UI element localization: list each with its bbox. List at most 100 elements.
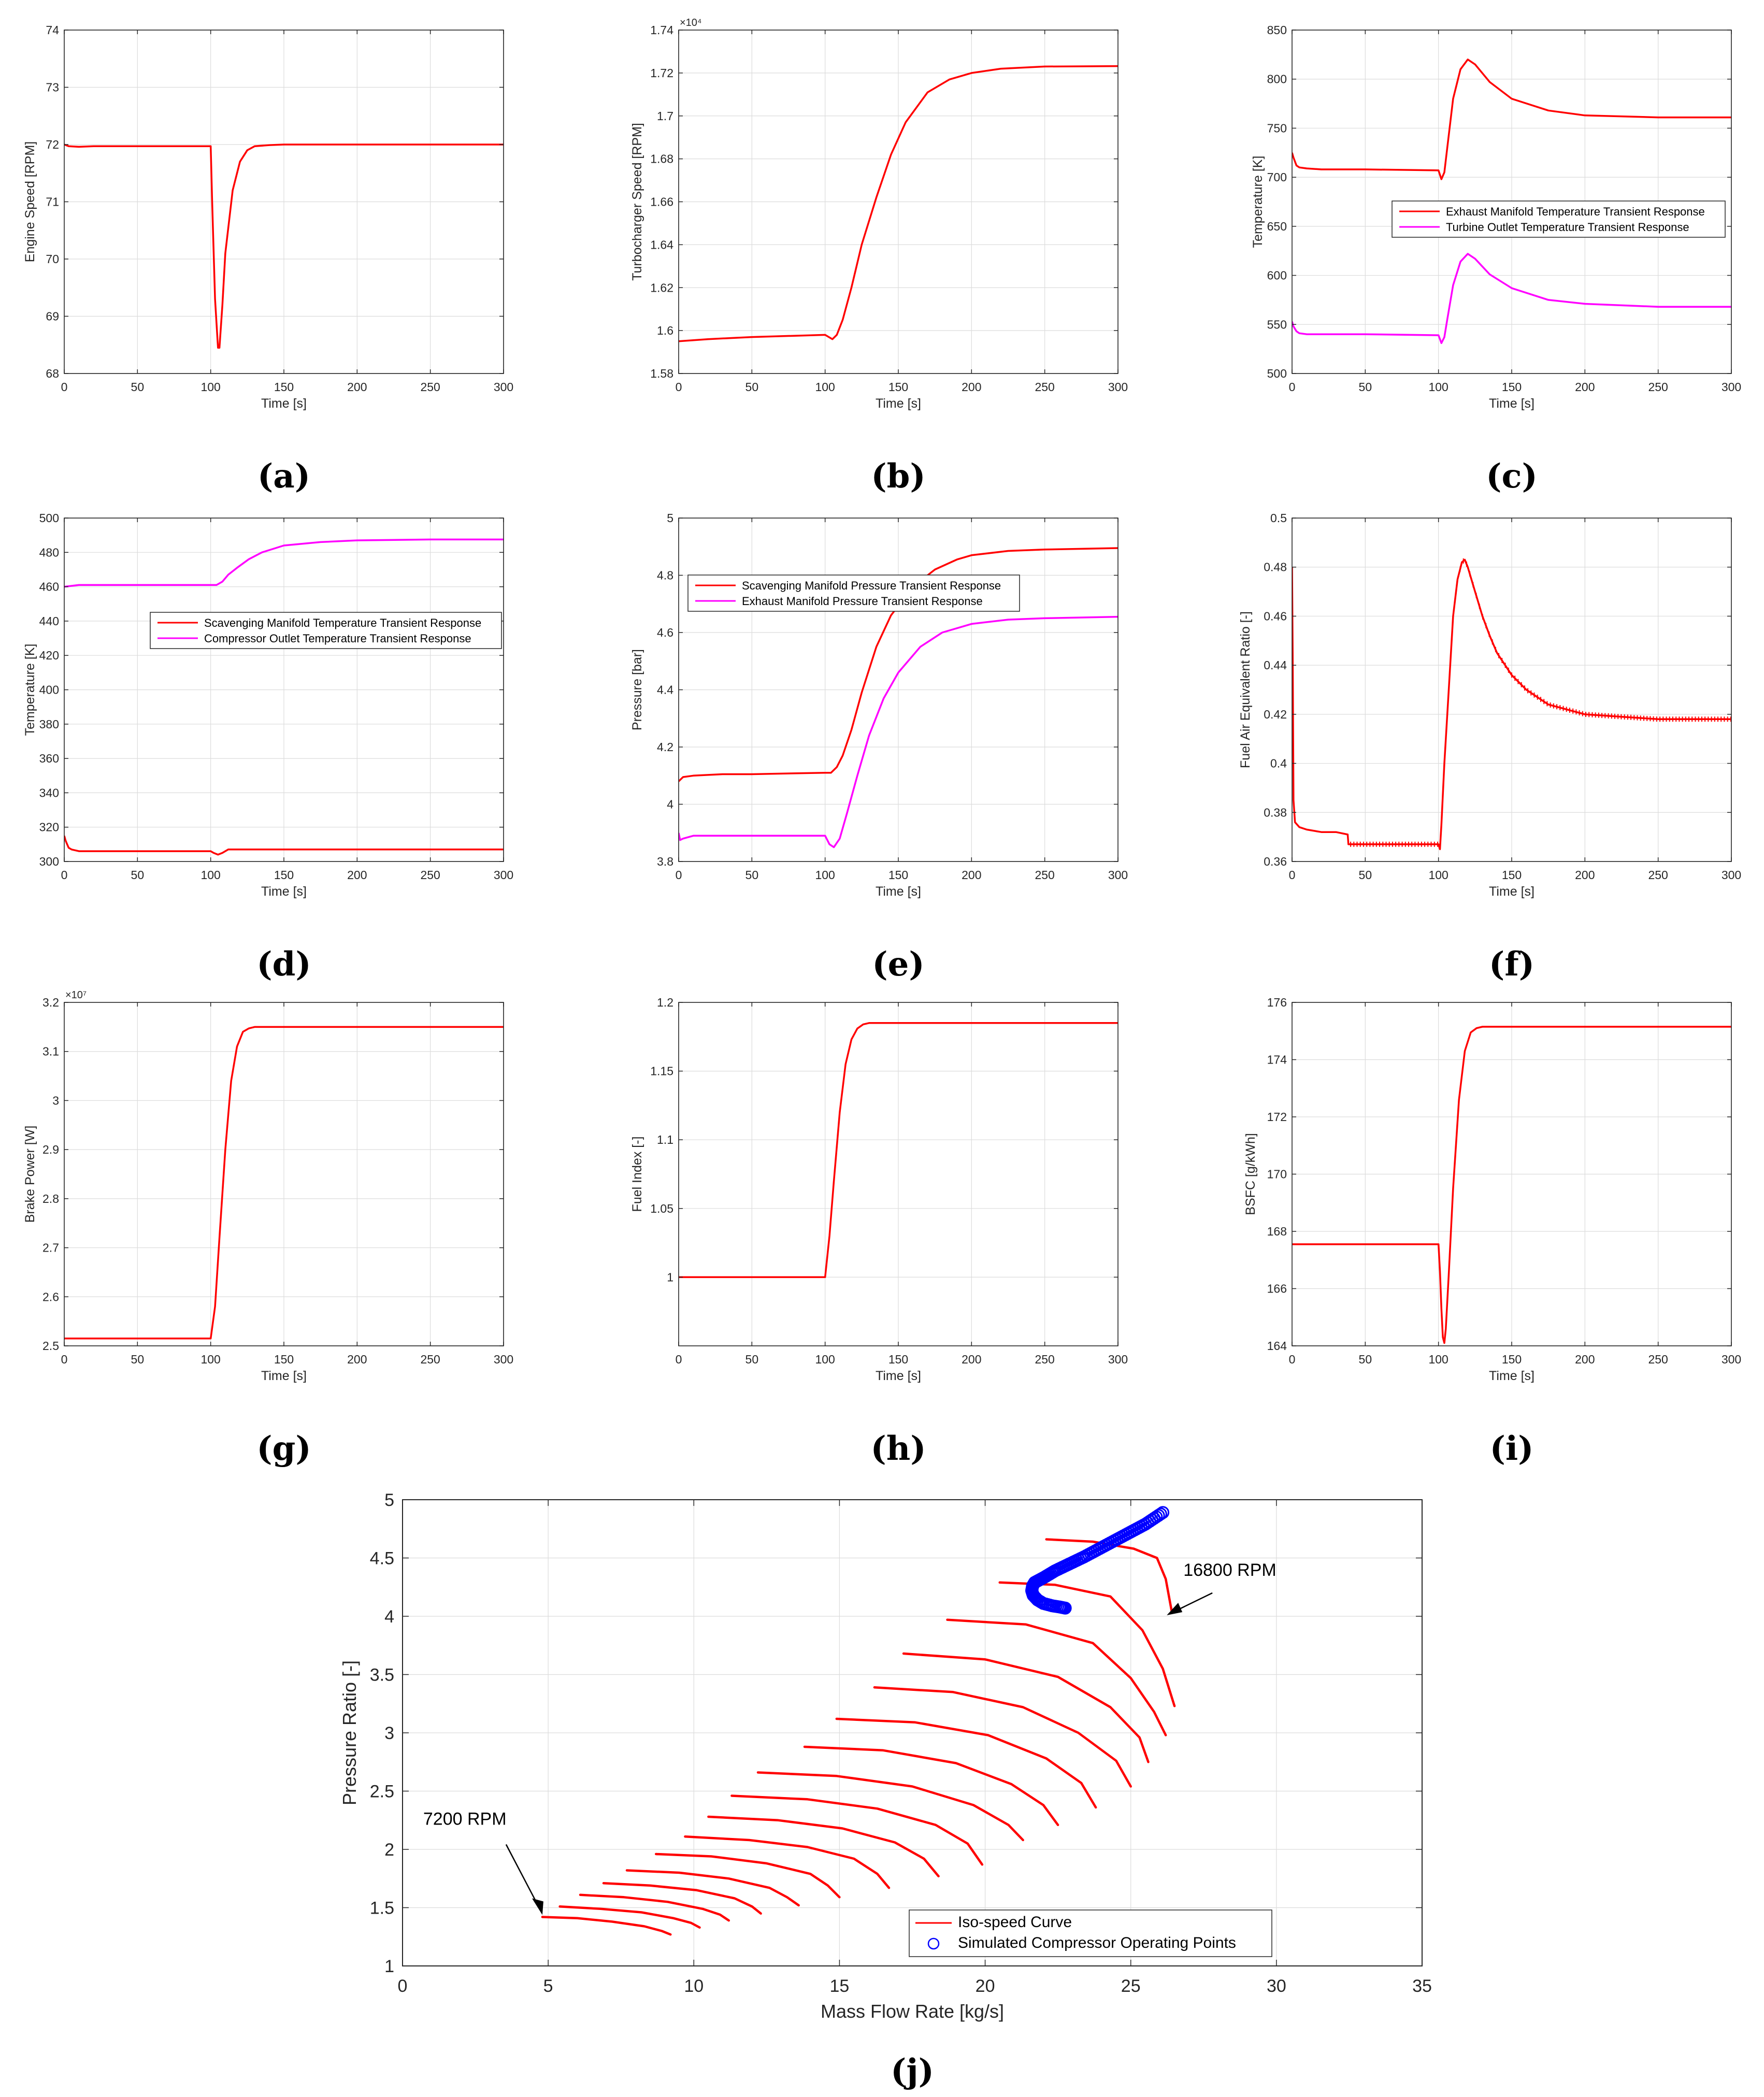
x-axis-label: Time [s] [1489, 1369, 1534, 1383]
y-tick-label: 4.5 [370, 1549, 394, 1569]
y-tick-label: 71 [46, 195, 59, 209]
y-tick-label: 2.7 [42, 1241, 59, 1255]
y-tick-label: 1.15 [650, 1065, 673, 1078]
caption-e: (e) [872, 945, 924, 984]
annotation-arrowhead [532, 1898, 543, 1915]
y-tick-label: 176 [1267, 996, 1287, 1009]
x-tick-label: 0 [61, 868, 68, 882]
iso-speed-curve [541, 1916, 672, 1936]
chart-b: 0 50 100 150 200 250 300 1.58 1.6 1.62 1.64 1.66 1.6… [630, 17, 1128, 496]
x-tick-label: 5 [543, 1976, 553, 1996]
x-tick-label: 200 [347, 1353, 367, 1366]
y-tick-label: 5 [384, 1490, 394, 1510]
y-tick-label: 1 [667, 1270, 673, 1284]
y-axis-label: Fuel Index [-] [630, 1137, 644, 1212]
series-group-e [679, 547, 1118, 849]
caption-g: (g) [256, 1429, 311, 1468]
x-tick-label: 25 [1121, 1976, 1141, 1996]
series-line-1 [679, 1022, 1118, 1279]
iso-speed-curve [873, 1686, 1132, 1788]
legend-entry: Simulated Compressor Operating Points [958, 1934, 1236, 1951]
iso-speed-curve [902, 1652, 1150, 1763]
y-tick-label: 750 [1267, 121, 1287, 135]
y-tick-label: 1.68 [650, 152, 673, 166]
x-tick-label: 200 [1575, 1353, 1595, 1366]
chart-h: 0 50 100 150 200 250 300 1 1.05 1.1 1.15 1.2 Time [s… [630, 996, 1128, 1468]
x-tick-label: 200 [347, 868, 367, 882]
iso-speed-curve [579, 1893, 730, 1922]
iso-speed-curve [558, 1905, 701, 1929]
y-tick-label: 4.6 [657, 626, 673, 639]
y-tick-label: 2.5 [42, 1339, 59, 1353]
legend-box [687, 574, 1020, 612]
x-tick-label: 300 [1722, 1353, 1741, 1366]
x-tick-label: 0 [676, 1353, 682, 1366]
iso-speed-curve [998, 1581, 1176, 1707]
x-tick-label: 0 [676, 868, 682, 882]
y-tick-label: 480 [39, 545, 59, 559]
x-axis-label: Time [s] [1489, 396, 1534, 411]
series-group-j [541, 1506, 1176, 1936]
iso-speed-curve [835, 1717, 1097, 1809]
x-tick-label: 200 [1575, 868, 1595, 882]
x-tick-label: 150 [1502, 868, 1522, 882]
chart-f: 0 50 100 150 200 250 300 0.36 0.38 0.4 0.42 0.44 0.4… [1238, 511, 1741, 984]
y-tick-label: 68 [46, 367, 59, 380]
x-tick-label: 100 [815, 1353, 835, 1366]
series-group-h [679, 1022, 1118, 1279]
y-tick-label: 850 [1267, 23, 1287, 37]
legend-entry: Iso-speed Curve [958, 1914, 1072, 1931]
x-tick-label: 0 [61, 1353, 68, 1366]
x-tick-label: 250 [1035, 868, 1054, 882]
y-tick-label: 2.6 [42, 1290, 59, 1303]
x-tick-label: 50 [1359, 1353, 1372, 1366]
y-tick-label: 73 [46, 81, 59, 94]
chart-c: 0 50 100 150 200 250 300 500 550 600 650 700 750 800 8… [1251, 23, 1741, 496]
y-tick-label: 164 [1267, 1339, 1287, 1353]
x-tick-label: 10 [684, 1976, 704, 1996]
series-group-g [64, 1026, 504, 1340]
x-tick-label: 150 [888, 1353, 908, 1366]
x-tick-label: 150 [888, 868, 908, 882]
x-tick-label: 50 [1359, 868, 1372, 882]
y-tick-label: 172 [1267, 1110, 1287, 1124]
x-tick-label: 200 [962, 868, 981, 882]
y-tick-label: 4 [384, 1607, 394, 1627]
y-axis-label: Brake Power [W] [23, 1126, 37, 1223]
y-axis-label: BSFC [g/kWh] [1243, 1133, 1258, 1215]
x-tick-label: 150 [1502, 1353, 1522, 1366]
y-tick-label: 74 [46, 23, 59, 37]
x-tick-label: 50 [131, 1353, 145, 1366]
x-tick-label: 250 [1648, 380, 1668, 394]
series-line-1 [1292, 59, 1731, 180]
y-tick-label: 174 [1267, 1053, 1287, 1067]
y-axis-label: Temperature [K] [1251, 156, 1265, 248]
y-tick-label: 0.5 [1270, 511, 1287, 525]
axis-exponent: ×10⁷ [65, 989, 87, 1001]
x-tick-label: 50 [745, 868, 759, 882]
x-axis-label: Mass Flow Rate [kg/s] [821, 2001, 1004, 2022]
caption-a: (a) [257, 457, 310, 496]
y-tick-label: 70 [46, 252, 59, 266]
iso-speed-curve [946, 1618, 1167, 1736]
y-tick-label: 460 [39, 580, 59, 594]
legend-entry: Exhaust Manifold Temperature Transient R… [1446, 205, 1705, 218]
x-axis-label: Time [s] [1489, 884, 1534, 899]
chart-g: 0 50 100 150 200 250 300 2.5 2.6 2.7 2.8 2.9 3 3.1 3.2… [23, 989, 513, 1468]
x-tick-label: 250 [1648, 868, 1668, 882]
series-line-1 [679, 65, 1118, 342]
x-axis-label: Time [s] [876, 396, 921, 411]
x-tick-label: 100 [1428, 380, 1448, 394]
y-tick-label: 360 [39, 752, 59, 765]
y-tick-label: 400 [39, 683, 59, 697]
x-tick-label: 100 [815, 868, 835, 882]
legend-box [1392, 200, 1726, 238]
y-tick-label: 166 [1267, 1282, 1287, 1296]
series-group-c [1292, 59, 1731, 344]
y-tick-label: 72 [46, 138, 59, 151]
x-tick-label: 50 [745, 380, 759, 394]
x-axis-label: Time [s] [876, 884, 921, 899]
series-line-1 [679, 547, 1118, 782]
x-tick-label: 50 [1359, 380, 1372, 394]
x-tick-label: 0 [1289, 868, 1296, 882]
